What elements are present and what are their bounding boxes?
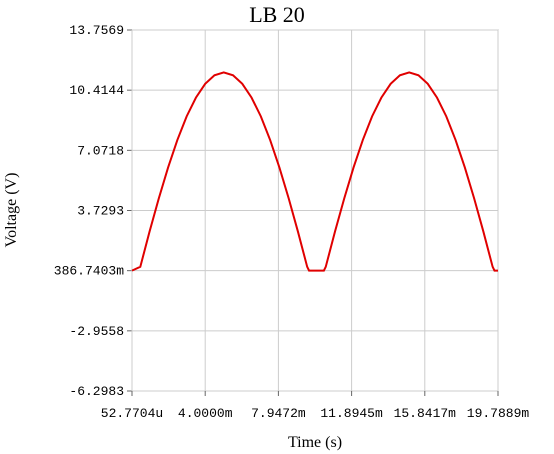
x-tick-label: 4.0000m (178, 406, 233, 421)
data-line (131, 71, 498, 272)
y-axis-label: Voltage (V) (3, 173, 20, 248)
y-tick-label: 10.4144 (69, 83, 124, 98)
y-tick-label: -6.2983 (69, 384, 124, 399)
y-tick-label: 386.7403m (54, 264, 124, 279)
x-tick-label: 15.8417m (394, 406, 457, 421)
x-tick-label: 11.8945m (320, 406, 383, 421)
y-tick-label: 7.0718 (77, 143, 124, 158)
x-axis-label: Time (s) (288, 434, 342, 451)
y-tick-label: 3.7293 (77, 204, 124, 219)
x-tick-label: 7.9472m (251, 406, 306, 421)
chart-title: LB 20 (249, 2, 305, 27)
y-tick-label: -2.9558 (69, 324, 124, 339)
x-tick-label: 19.7889m (467, 406, 530, 421)
y-tick-label: 13.7569 (69, 23, 124, 38)
x-tick-label: 52.7704u (101, 406, 163, 421)
